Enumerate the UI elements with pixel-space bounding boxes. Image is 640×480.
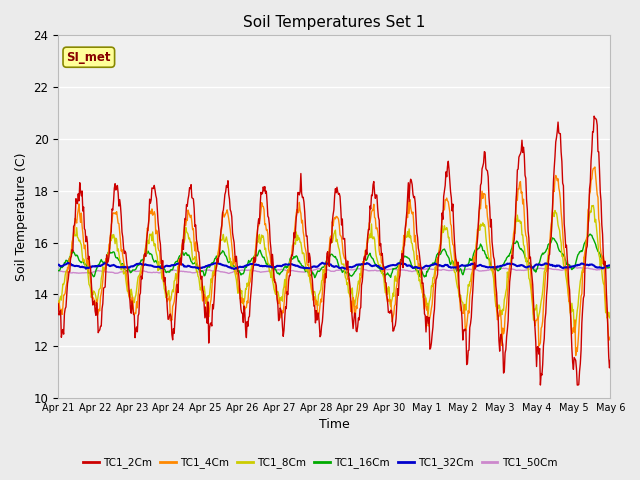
Legend: TC1_2Cm, TC1_4Cm, TC1_8Cm, TC1_16Cm, TC1_32Cm, TC1_50Cm: TC1_2Cm, TC1_4Cm, TC1_8Cm, TC1_16Cm, TC1… — [79, 453, 561, 472]
X-axis label: Time: Time — [319, 419, 349, 432]
Title: Soil Temperatures Set 1: Soil Temperatures Set 1 — [243, 15, 426, 30]
Y-axis label: Soil Temperature (C): Soil Temperature (C) — [15, 153, 28, 281]
Text: SI_met: SI_met — [67, 51, 111, 64]
